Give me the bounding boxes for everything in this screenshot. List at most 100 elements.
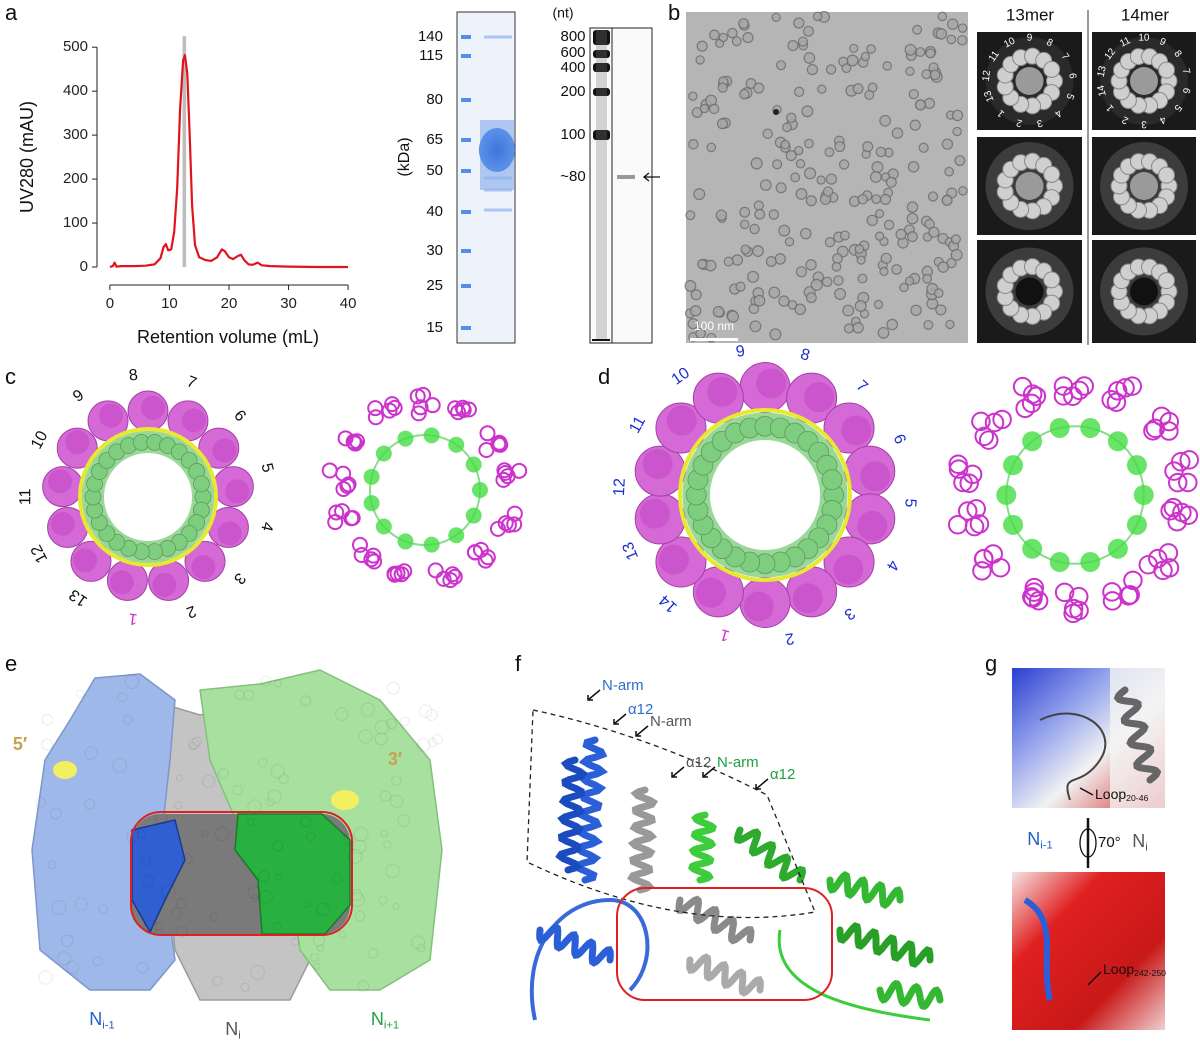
y-tick-label: 100 xyxy=(63,214,88,231)
magenta-cartoon xyxy=(1160,500,1180,521)
rna-ladder-band xyxy=(593,88,610,96)
magenta-cartoon xyxy=(1102,582,1122,602)
particle xyxy=(874,231,885,241)
particle xyxy=(782,122,792,133)
surface-texture xyxy=(181,853,193,865)
particle xyxy=(775,182,787,194)
ring-number: 5 xyxy=(1063,92,1075,102)
particle xyxy=(886,318,899,331)
magenta-cartoon xyxy=(1138,555,1159,575)
kda-marker: 15 xyxy=(426,319,443,336)
particle xyxy=(768,209,780,220)
surface-texture xyxy=(140,855,152,866)
magenta-cartoon xyxy=(1178,505,1199,526)
particle xyxy=(738,18,750,30)
nt-marker: 400 xyxy=(560,59,585,76)
magenta-cartoon xyxy=(412,399,429,416)
g-right-label-sub: i xyxy=(1145,841,1147,853)
particle xyxy=(825,64,837,75)
ring-number: 14 xyxy=(656,591,681,616)
particle xyxy=(832,253,843,264)
ladder-band xyxy=(461,210,471,214)
particle xyxy=(954,155,966,167)
magenta-cartoon xyxy=(1159,421,1179,441)
magenta-cartoon xyxy=(1063,386,1083,406)
particle xyxy=(706,142,717,153)
surface-texture xyxy=(212,975,223,987)
particle xyxy=(935,28,948,40)
magenta-domain xyxy=(109,570,134,595)
x-tick-label: 0 xyxy=(106,295,114,312)
particle xyxy=(895,228,907,240)
particle xyxy=(941,138,954,150)
surface-texture xyxy=(386,681,400,695)
particle xyxy=(699,103,710,114)
particle xyxy=(906,212,919,225)
yellow-rna xyxy=(78,427,218,567)
surface-texture xyxy=(57,951,72,966)
particle xyxy=(772,159,783,170)
x-tick-label: 40 xyxy=(340,295,357,312)
particle xyxy=(691,107,703,118)
ring-number: 9 xyxy=(70,387,87,406)
subunit-label-base: N xyxy=(225,1019,238,1039)
subunit-label-sub: i xyxy=(238,1029,240,1041)
particle xyxy=(857,194,868,205)
rna-sample-band xyxy=(617,175,635,179)
surface-texture xyxy=(66,960,80,975)
data-line xyxy=(109,54,349,269)
particle xyxy=(762,128,773,139)
rna-smear xyxy=(596,30,607,340)
green-cartoon xyxy=(375,445,392,462)
magenta-cartoon xyxy=(971,411,991,432)
particle xyxy=(693,188,706,201)
kda-marker: 115 xyxy=(419,47,443,64)
particle xyxy=(891,264,902,275)
particle xyxy=(880,252,892,264)
surface-texture xyxy=(343,833,355,845)
surface-texture xyxy=(338,930,347,939)
particle xyxy=(817,84,827,94)
panel-letter: a xyxy=(5,0,18,25)
particle xyxy=(852,83,864,95)
surface-texture xyxy=(218,768,229,779)
particle xyxy=(957,35,968,46)
particle xyxy=(910,304,922,317)
surface-texture xyxy=(385,718,397,730)
helix xyxy=(555,756,588,874)
magenta-cartoon xyxy=(947,514,968,535)
green-cartoon xyxy=(363,468,380,485)
magenta-cartoon xyxy=(367,400,384,417)
magenta-domain xyxy=(833,554,864,585)
particle xyxy=(915,47,926,58)
rna-5 xyxy=(53,761,77,779)
magenta-cartoon xyxy=(389,565,406,582)
helix-label: N-arm xyxy=(602,677,644,694)
x-tick-label: 30 xyxy=(280,295,297,312)
loop-label-base: Loop xyxy=(1103,961,1134,977)
particle xyxy=(731,254,744,266)
particle xyxy=(831,261,842,272)
particle xyxy=(834,141,846,153)
helix xyxy=(826,871,904,909)
particle xyxy=(833,275,844,286)
particle xyxy=(800,227,812,240)
particle xyxy=(754,208,766,220)
magenta-domain xyxy=(658,544,689,575)
particle xyxy=(749,320,762,333)
surface-texture xyxy=(234,689,246,701)
surface-texture xyxy=(61,934,74,947)
surface-texture xyxy=(247,799,262,814)
magenta-cartoon xyxy=(957,501,978,521)
green-cartoon xyxy=(996,485,1017,505)
label-arrow xyxy=(702,766,716,778)
surface-texture xyxy=(257,870,270,883)
particle xyxy=(946,18,959,30)
magenta-cartoon xyxy=(479,425,496,442)
panel-letter: c xyxy=(5,364,16,389)
particle xyxy=(885,176,897,188)
surface-texture xyxy=(124,674,140,690)
ring-number: 4 xyxy=(1052,107,1064,119)
magenta-domain xyxy=(792,583,823,614)
magenta-cartoon xyxy=(321,462,338,479)
